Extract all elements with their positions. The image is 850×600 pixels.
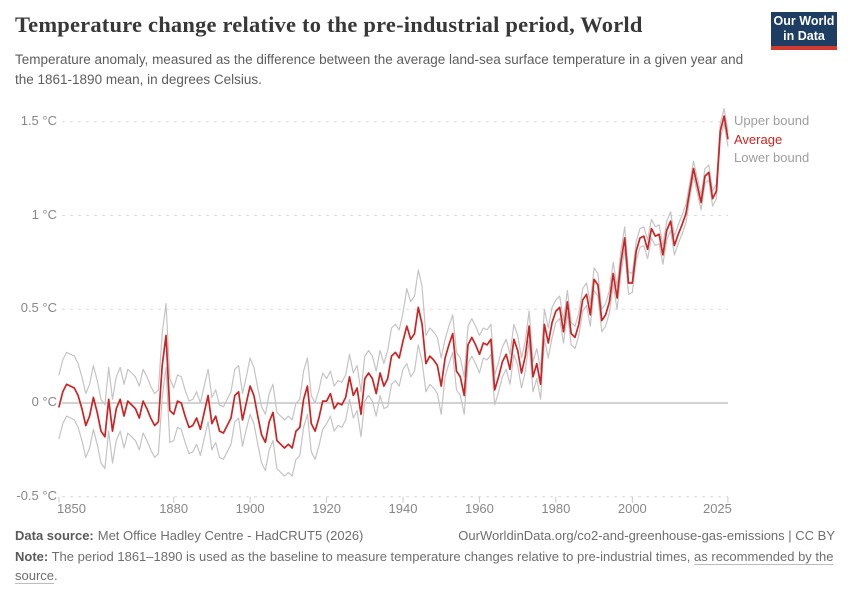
owid-logo-line2: in Data bbox=[783, 29, 825, 43]
data-source-label: Data source: bbox=[15, 528, 94, 543]
note-label: Note: bbox=[15, 549, 49, 564]
footnote: Note: The period 1861–1890 is used as th… bbox=[15, 548, 835, 586]
y-tick-label: -0.5 °C bbox=[16, 487, 57, 503]
note-source-link[interactable]: as recommended by the source bbox=[15, 549, 834, 583]
x-tick-label: 1900 bbox=[235, 501, 265, 516]
x-tick-label: 1850 bbox=[57, 501, 86, 516]
page-title: Temperature change relative to the pre-i… bbox=[15, 12, 643, 37]
x-tick-label: 1960 bbox=[464, 501, 494, 516]
data-source-value: Met Office Hadley Centre - HadCRUT5 (202… bbox=[97, 528, 364, 543]
x-tick-label: 1980 bbox=[541, 501, 571, 516]
x-tick-label: 1880 bbox=[159, 501, 189, 516]
series-line-upper-bound[interactable] bbox=[58, 107, 729, 421]
x-tick-label: 2000 bbox=[617, 501, 647, 516]
legend-lower-bound[interactable]: Lower bound bbox=[734, 150, 810, 165]
note-text: The period 1861–1890 is used as the base… bbox=[48, 549, 695, 564]
y-tick-label: 1.5 °C bbox=[20, 112, 57, 128]
legend-average[interactable]: Average bbox=[734, 132, 783, 147]
x-tick-label: 2025 bbox=[702, 501, 732, 516]
legend-upper-bound[interactable]: Upper bound bbox=[734, 113, 810, 128]
y-tick-label: 0.5 °C bbox=[20, 300, 57, 316]
owid-logo[interactable]: Our World in Data bbox=[771, 12, 837, 50]
data-source: Data source: Met Office Hadley Centre - H… bbox=[15, 528, 363, 543]
y-tick-label: 0 °C bbox=[31, 394, 57, 409]
note-suffix: . bbox=[54, 567, 58, 583]
owid-url-link[interactable]: OurWorldinData.org/co2-and-greenhouse-ga… bbox=[458, 528, 835, 543]
x-tick-label: 1920 bbox=[312, 501, 342, 516]
series-line-average[interactable] bbox=[58, 115, 729, 449]
x-tick-label: 1940 bbox=[388, 501, 418, 516]
owid-logo-line1: Our World bbox=[773, 14, 835, 28]
y-tick-label: 1 °C bbox=[31, 206, 57, 222]
chart-subtitle: Temperature anomaly, measured as the dif… bbox=[15, 52, 744, 88]
series-line-lower-bound[interactable] bbox=[58, 122, 729, 477]
footer: Data source: Met Office Hadley Centre - H… bbox=[15, 528, 835, 543]
